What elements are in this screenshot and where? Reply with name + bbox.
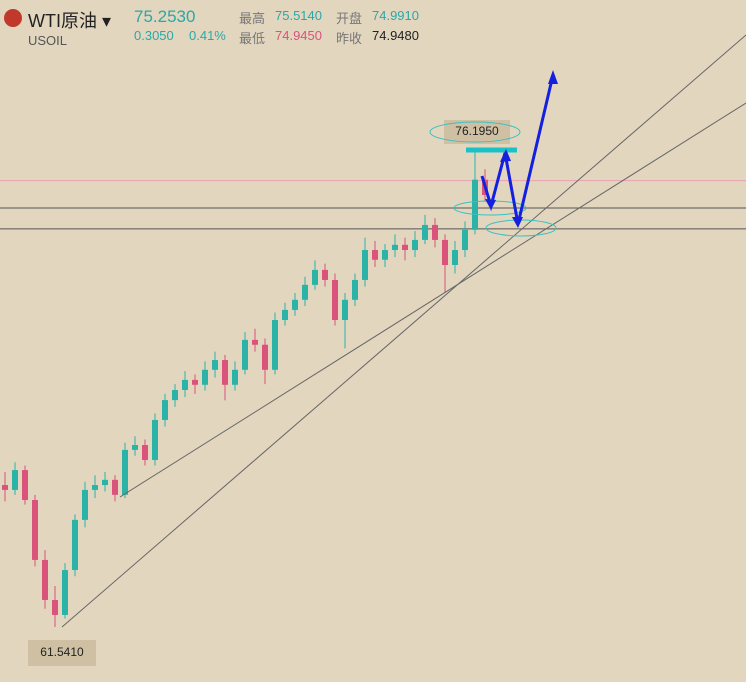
stat-label: 最低 bbox=[239, 31, 266, 46]
high-label: 76.1950 bbox=[455, 124, 499, 138]
candle-body bbox=[132, 445, 138, 450]
stat-label: 开盘 bbox=[336, 11, 363, 26]
candle-body bbox=[472, 179, 478, 230]
candle-body bbox=[162, 400, 168, 420]
candle-body bbox=[142, 445, 148, 460]
change-pct: 0.41% bbox=[189, 28, 226, 43]
candle-body bbox=[242, 339, 248, 370]
candle-body bbox=[122, 449, 128, 495]
candle-body bbox=[292, 299, 298, 310]
stat-label: 最高 bbox=[239, 11, 266, 26]
candle-body bbox=[452, 250, 458, 265]
candle-body bbox=[112, 479, 118, 495]
name: WTI原油 bbox=[28, 11, 97, 31]
candle-body bbox=[422, 224, 428, 240]
arrow-head bbox=[485, 199, 496, 210]
change: 0.3050 bbox=[134, 28, 174, 43]
candle-body bbox=[82, 489, 88, 520]
symbol: USOIL bbox=[28, 33, 68, 48]
candle-body bbox=[432, 224, 438, 240]
candle-body bbox=[302, 284, 308, 300]
candle-body bbox=[442, 239, 448, 265]
candle-body bbox=[92, 485, 98, 490]
candle-body bbox=[32, 500, 38, 560]
candle-body bbox=[42, 559, 48, 600]
candle-body bbox=[332, 279, 338, 321]
ellipse bbox=[429, 121, 521, 143]
candle-body bbox=[342, 299, 348, 321]
candle-body bbox=[12, 470, 18, 490]
trend-line bbox=[119, 102, 746, 498]
candle-body bbox=[202, 369, 208, 385]
symbol-name[interactable]: WTI原油 ▾ bbox=[28, 11, 112, 31]
candle-body bbox=[272, 320, 278, 370]
ellipse bbox=[485, 219, 557, 237]
marks bbox=[0, 149, 746, 627]
candle-body bbox=[312, 269, 318, 285]
candle-body bbox=[72, 519, 78, 571]
low-label: 61.5410 bbox=[40, 645, 84, 659]
candle-body bbox=[192, 379, 198, 385]
arrow-head bbox=[512, 217, 523, 228]
candle-body bbox=[462, 229, 468, 251]
candle-body bbox=[362, 250, 368, 280]
candle-body bbox=[412, 239, 418, 251]
stat-value: 75.5140 bbox=[275, 8, 322, 23]
candle-body bbox=[392, 244, 398, 251]
stat-value: 74.9450 bbox=[275, 28, 322, 43]
candle-body bbox=[102, 479, 108, 486]
stat-label: 昨收 bbox=[336, 31, 363, 46]
candle-body bbox=[182, 379, 188, 390]
candle-body bbox=[222, 360, 228, 385]
candle-body bbox=[282, 309, 288, 321]
candle-body bbox=[402, 244, 408, 251]
candle-body bbox=[212, 360, 218, 370]
candle-body bbox=[2, 485, 8, 490]
candle-body bbox=[372, 250, 378, 260]
candle-body bbox=[262, 344, 268, 370]
candle-body bbox=[322, 269, 328, 280]
label-box bbox=[28, 640, 96, 666]
stat-value: 74.9480 bbox=[372, 28, 419, 43]
price: 75.2530 bbox=[134, 7, 196, 26]
candle-body bbox=[382, 250, 388, 260]
symbol-icon bbox=[4, 9, 22, 27]
arrow-head bbox=[548, 70, 558, 84]
candle-body bbox=[172, 389, 178, 401]
candle-body bbox=[352, 279, 358, 300]
stat-value: 74.9910 bbox=[372, 8, 419, 23]
candle-body bbox=[252, 339, 258, 345]
trend-line bbox=[61, 34, 746, 628]
candle-body bbox=[232, 369, 238, 385]
candle-body bbox=[152, 419, 158, 460]
candle-body bbox=[22, 470, 28, 501]
candle-body bbox=[52, 599, 58, 615]
candle-body bbox=[62, 570, 68, 615]
arrow-head bbox=[500, 149, 511, 162]
